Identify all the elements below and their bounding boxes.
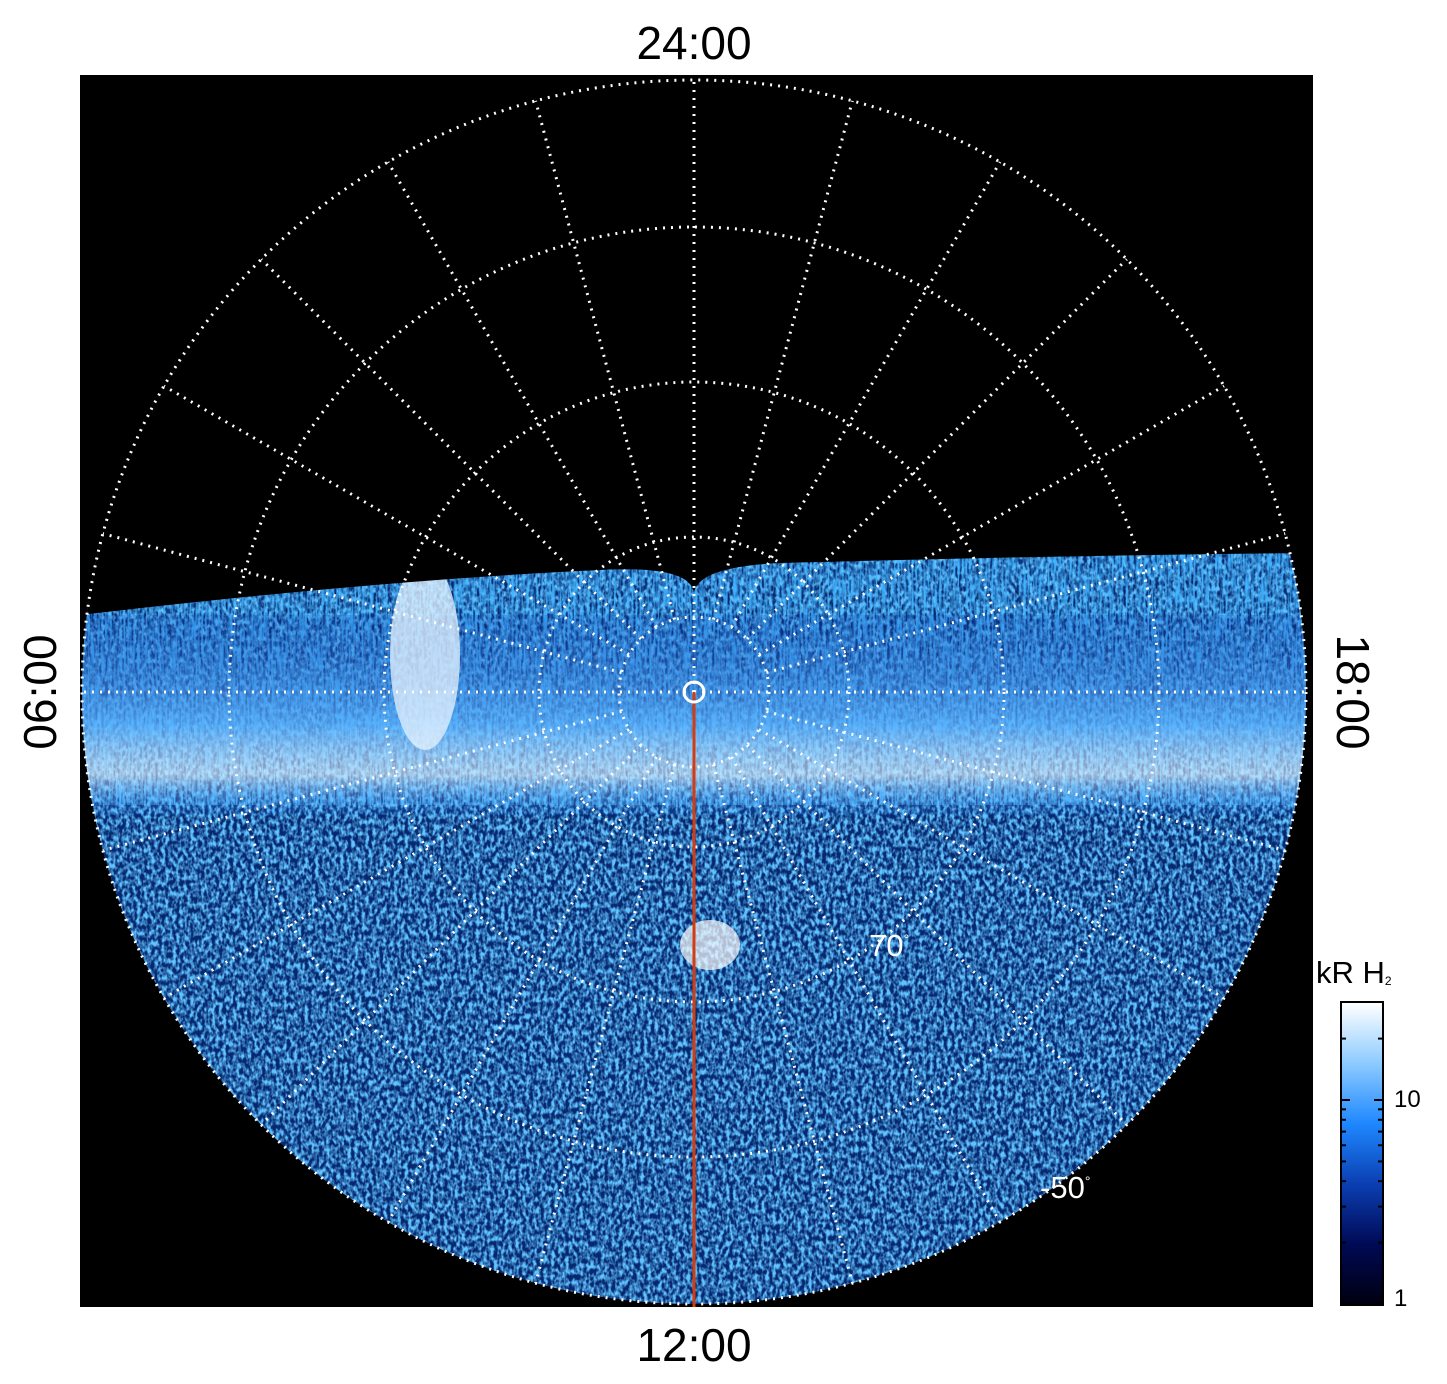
colorbar-tick-label-10: 10 xyxy=(1394,1086,1421,1113)
degree-symbol: ° xyxy=(1084,1173,1091,1189)
pole-marker xyxy=(682,680,706,704)
latitude-label-50: -50° xyxy=(1040,1172,1090,1203)
time-label-left: 06:00 xyxy=(14,634,66,750)
polar-projection-plot xyxy=(80,75,1313,1307)
meridian-line-1 xyxy=(711,100,854,620)
latitude-circle-1 xyxy=(537,535,851,849)
degree-symbol: ° xyxy=(903,931,910,947)
meridian-line-23 xyxy=(534,100,677,620)
meridian-line-3 xyxy=(745,258,1128,641)
time-label-bottom: 12:00 xyxy=(636,1319,752,1371)
colorbar xyxy=(1340,1001,1384,1306)
colorbar-title-subscript: 2 xyxy=(1384,974,1392,988)
colorbar-title: kR H2 xyxy=(1316,957,1392,988)
meridian-line-11 xyxy=(711,764,854,1284)
meridian-line-17 xyxy=(102,709,622,852)
meridian-line-14 xyxy=(386,756,658,1223)
colorbar-tick-label-1: 1 xyxy=(1394,1285,1408,1312)
meridian-line-5 xyxy=(766,532,1286,675)
latitude-circle-2 xyxy=(382,380,1006,1004)
meridian-line-13 xyxy=(534,764,677,1284)
time-label-top: 24:00 xyxy=(636,17,752,69)
meridian-line-9 xyxy=(745,743,1128,1126)
meridian-line-20 xyxy=(163,384,630,656)
colorbar-ticks xyxy=(1342,1037,1382,1305)
meridian-line-21 xyxy=(260,258,643,641)
time-label-right: 18:00 xyxy=(1327,634,1379,750)
latitude-label-70: 70° xyxy=(869,930,909,961)
meridian-line-22 xyxy=(386,161,658,628)
meridian-line-7 xyxy=(766,709,1286,852)
colorbar-gradient xyxy=(1342,1003,1382,1305)
meridian-line-8 xyxy=(758,728,1225,1000)
meridian-line-4 xyxy=(758,384,1225,656)
meridian-line-19 xyxy=(102,532,622,675)
latitude-circle-0 xyxy=(617,615,771,769)
meridian-line-15 xyxy=(260,743,643,1126)
meridian-line-10 xyxy=(730,756,1002,1223)
latitude-label-50-value: -50 xyxy=(1040,1170,1085,1205)
meridian-line-2 xyxy=(730,161,1002,628)
colorbar-title-text: kR H xyxy=(1316,955,1385,990)
latitude-label-70-value: 70 xyxy=(869,928,904,963)
meridian-line-16 xyxy=(163,728,630,1000)
polar-plot-canvas xyxy=(80,78,1308,1307)
auroral-emission-map xyxy=(82,545,1306,1304)
